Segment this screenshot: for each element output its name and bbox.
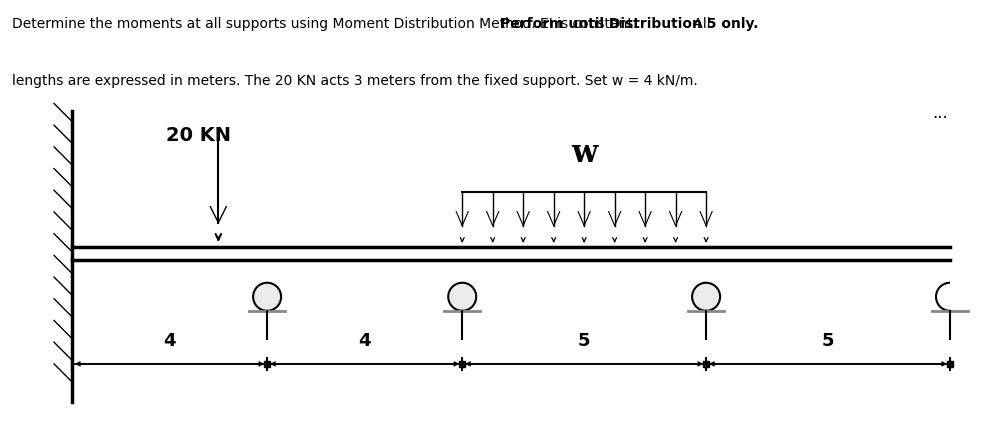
Circle shape bbox=[449, 283, 476, 311]
Text: Perform until Distribution 5 only.: Perform until Distribution 5 only. bbox=[500, 17, 759, 31]
Text: All: All bbox=[689, 17, 710, 31]
Text: ...: ... bbox=[932, 105, 947, 122]
Text: 4: 4 bbox=[163, 332, 176, 350]
Text: Determine the moments at all supports using Moment Distribution Method. EI is co: Determine the moments at all supports us… bbox=[12, 17, 641, 31]
Circle shape bbox=[693, 283, 720, 311]
Text: lengths are expressed in meters. The 20 KN acts 3 meters from the fixed support.: lengths are expressed in meters. The 20 … bbox=[12, 74, 698, 88]
Text: 20 KN: 20 KN bbox=[166, 127, 231, 146]
Circle shape bbox=[253, 283, 282, 311]
Text: 4: 4 bbox=[359, 332, 370, 350]
Text: 5: 5 bbox=[822, 332, 834, 350]
Text: w: w bbox=[571, 138, 598, 169]
Text: 5: 5 bbox=[578, 332, 591, 350]
